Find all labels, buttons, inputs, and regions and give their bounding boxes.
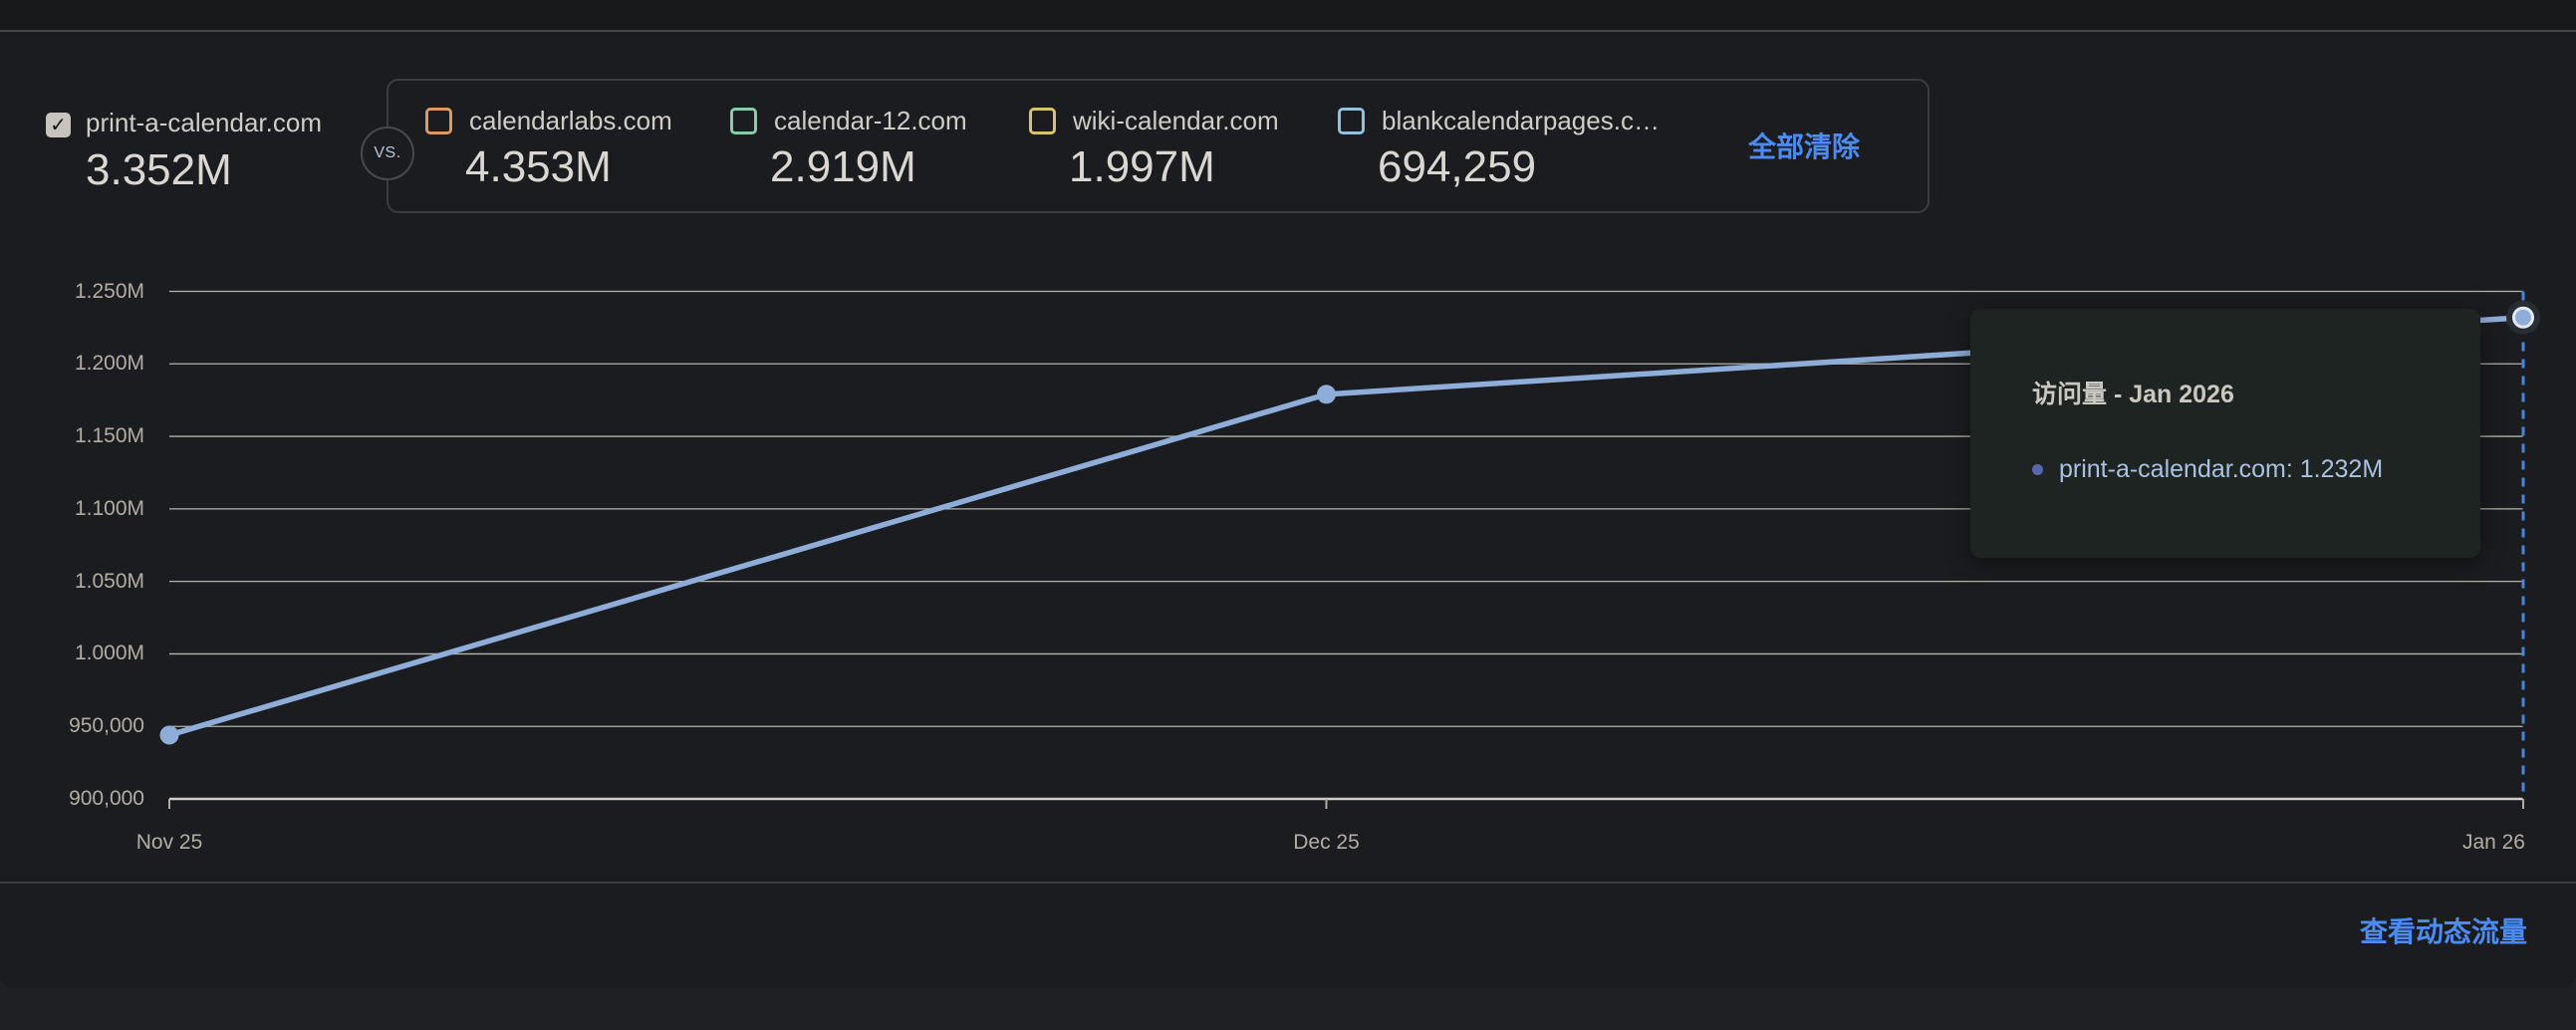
vs-badge: VS. bbox=[361, 127, 414, 180]
top-strip bbox=[0, 0, 2576, 32]
y-axis-label: 1.000M bbox=[74, 642, 144, 665]
tooltip-entry-text: print-a-calendar.com: 1.232M bbox=[2059, 455, 2384, 483]
tooltip-title: 访问量 - Jan 2026 bbox=[2032, 381, 2234, 408]
competitor-checkbox[interactable] bbox=[730, 107, 757, 134]
y-axis-label: 1.100M bbox=[74, 496, 144, 520]
x-axis-label: Jan 26 bbox=[2461, 831, 2525, 854]
y-axis-label: 900,000 bbox=[69, 787, 144, 810]
primary-domain-checkbox[interactable]: ✓ bbox=[46, 113, 71, 137]
section-divider bbox=[0, 882, 2576, 884]
y-axis-label: 950,000 bbox=[69, 714, 144, 738]
competitor-item: wiki-calendar.com 1.997M bbox=[1029, 107, 1279, 191]
primary-domain-label: print-a-calendar.com bbox=[86, 108, 322, 137]
competitor-checkbox[interactable] bbox=[1338, 107, 1365, 134]
y-axis-label: 1.200M bbox=[74, 352, 144, 376]
view-dynamic-traffic-link[interactable]: 查看动态流量 bbox=[2359, 916, 2527, 947]
y-axis-label: 1.250M bbox=[74, 279, 144, 303]
series-bullet-icon bbox=[2032, 463, 2043, 475]
primary-domain-value: 3.352M bbox=[86, 145, 232, 194]
y-axis-label: 1.050M bbox=[74, 569, 144, 593]
x-axis-label: Nov 25 bbox=[135, 831, 203, 854]
competitor-checkbox[interactable] bbox=[425, 107, 452, 134]
check-icon: ✓ bbox=[50, 114, 67, 136]
y-axis-label: 1.150M bbox=[74, 424, 144, 448]
competitor-domain-label: blankcalendarpages.c… bbox=[1382, 106, 1660, 135]
competitor-item: blankcalendarpages.c… 694,259 bbox=[1338, 107, 1660, 191]
competitor-value: 1.997M bbox=[1069, 142, 1215, 191]
competitor-value: 4.353M bbox=[465, 142, 612, 191]
competitor-domain-label: calendar-12.com bbox=[774, 106, 967, 135]
footer-strip bbox=[0, 988, 2576, 1030]
competitor-item: calendar-12.com 2.919M bbox=[730, 107, 967, 191]
competitor-item: calendarlabs.com 4.353M bbox=[425, 107, 672, 191]
tooltip-entry: print-a-calendar.com: 1.232M bbox=[2032, 454, 2383, 484]
competitor-domain-label: calendarlabs.com bbox=[469, 106, 672, 135]
competitor-value: 2.919M bbox=[770, 142, 916, 191]
competitor-domain-label: wiki-calendar.com bbox=[1073, 106, 1279, 135]
chart-tooltip: 访问量 - Jan 2026 print-a-calendar.com: 1.2… bbox=[1970, 309, 2480, 558]
competitor-checkbox[interactable] bbox=[1029, 107, 1056, 134]
competitor-value: 694,259 bbox=[1378, 142, 1537, 191]
clear-all-link[interactable]: 全部清除 bbox=[1747, 131, 1860, 162]
x-axis-label: Dec 25 bbox=[1293, 831, 1360, 854]
competitors-box: calendarlabs.com 4.353M calendar-12.com … bbox=[386, 79, 1930, 213]
